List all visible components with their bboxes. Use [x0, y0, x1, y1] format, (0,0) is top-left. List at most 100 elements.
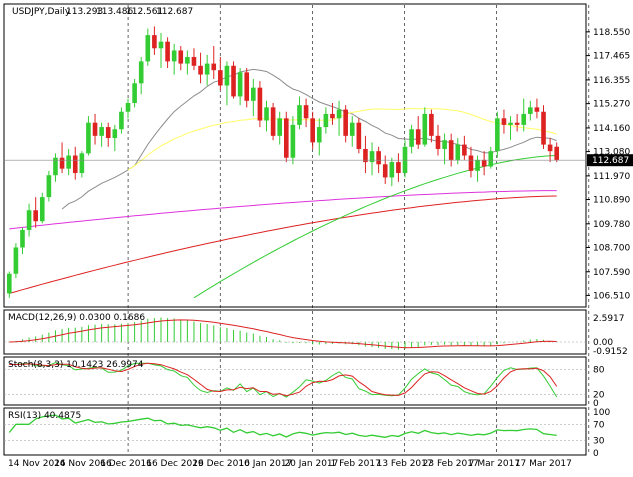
candle-body	[171, 50, 177, 62]
rsi-line	[8, 414, 557, 438]
candle-body	[330, 113, 335, 119]
candle-body	[310, 118, 315, 143]
price-candles	[6, 26, 560, 298]
date-label: 10 Jan 2017	[238, 459, 292, 469]
rsi-label: RSI(13) 40.4875	[8, 411, 81, 421]
stoch-tick-label: 0	[593, 399, 599, 409]
candle-body	[349, 122, 355, 136]
date-label: 23 Feb 2017	[423, 459, 479, 469]
stoch-label: Stoch(8,3,3) 10.1423 26.9974	[8, 360, 144, 370]
candle-body	[26, 210, 32, 230]
candle-body	[119, 111, 124, 130]
rsi-panel-frame	[3, 407, 587, 456]
candle-body	[264, 107, 269, 121]
candle-body	[13, 247, 19, 274]
candle-body	[20, 229, 25, 248]
candle-body	[191, 57, 197, 66]
macd-signal-line	[9, 319, 557, 349]
candle-body	[462, 144, 467, 156]
ma-300-line	[9, 190, 557, 230]
candle-body	[442, 140, 447, 149]
candle-body	[303, 105, 309, 119]
candle-body	[435, 135, 441, 149]
candle-body	[336, 109, 342, 119]
date-label: 29 Dec 2016	[192, 459, 250, 469]
current-price-box	[587, 154, 633, 167]
candle-body	[541, 111, 546, 145]
candle-body	[369, 151, 375, 163]
candle-body	[59, 157, 65, 169]
candle-body	[514, 122, 520, 125]
current-price-label: 112.687	[592, 156, 629, 166]
candle-body	[185, 57, 190, 64]
candle-body	[105, 127, 111, 139]
price-tick-label: 111.970	[593, 172, 630, 182]
rsi-tick-label: 0	[593, 449, 599, 459]
macd-panel-frame	[3, 309, 587, 355]
price-tick-label: 106.510	[593, 291, 630, 301]
candle-body	[6, 273, 12, 294]
candle-body	[488, 151, 494, 167]
macd-tick-label: 2.5917	[593, 314, 625, 324]
candle-body	[198, 65, 203, 75]
macd-tick-label: 0.00	[593, 338, 613, 348]
candle-body	[283, 118, 289, 158]
date-label: 17 Mar 2017	[515, 459, 572, 469]
candle-body	[132, 83, 137, 103]
candle-body	[382, 164, 388, 178]
price-tick-label: 107.590	[593, 268, 630, 278]
candle-body	[138, 61, 144, 84]
price-tick-label: 110.890	[593, 196, 630, 206]
candle-body	[231, 65, 236, 97]
rsi-tick-label: 30	[593, 437, 605, 447]
ma-100-line	[193, 155, 557, 299]
candle-body	[251, 87, 256, 101]
price-tick-label: 115.270	[593, 100, 630, 110]
candle-body	[72, 155, 78, 174]
moving-averages	[9, 68, 557, 299]
price-tick-label: 108.700	[593, 243, 630, 253]
candle-body	[86, 122, 91, 154]
candle-body	[415, 129, 421, 145]
candle-body	[125, 102, 131, 112]
price-tick-label: 118.550	[593, 28, 630, 38]
date-label: 14 Nov 2016	[8, 459, 66, 469]
candle-body	[218, 70, 223, 86]
candle-body	[534, 107, 540, 112]
indicator-lines	[4, 317, 586, 441]
candle-body	[448, 140, 454, 160]
candle-body	[53, 157, 58, 176]
candle-body	[501, 118, 507, 125]
date-label: 20 Jan 2017	[284, 459, 338, 469]
date-label: 6 Dec 2016	[100, 459, 152, 469]
candle-body	[495, 118, 500, 152]
candle-body	[455, 144, 461, 160]
candle-body	[66, 155, 71, 169]
price-tick-label: 113.080	[593, 148, 630, 158]
date-label: 7 Mar 2017	[469, 459, 520, 469]
price-tick-label: 109.780	[593, 220, 630, 230]
candle-body	[521, 113, 527, 125]
candle-body	[363, 148, 368, 163]
candle-body	[211, 63, 217, 71]
candle-body	[178, 50, 184, 64]
candle-body	[204, 63, 210, 75]
price-panel-frame	[3, 3, 587, 308]
date-label: 16 Dec 2016	[146, 459, 204, 469]
candle-body	[389, 162, 395, 178]
candle-body	[224, 65, 230, 86]
candle-body	[481, 159, 487, 167]
candle-body	[429, 113, 434, 136]
candle-body	[145, 35, 151, 62]
candle-body	[297, 105, 302, 125]
candle-body	[376, 151, 381, 165]
rsi-tick-label: 100	[593, 408, 610, 418]
candle-body	[270, 107, 276, 136]
candle-body	[475, 159, 480, 171]
candle-body	[46, 175, 52, 198]
candle-body	[152, 35, 157, 49]
stoch-d-line	[9, 362, 558, 397]
price-tick-label: 114.160	[593, 124, 630, 134]
